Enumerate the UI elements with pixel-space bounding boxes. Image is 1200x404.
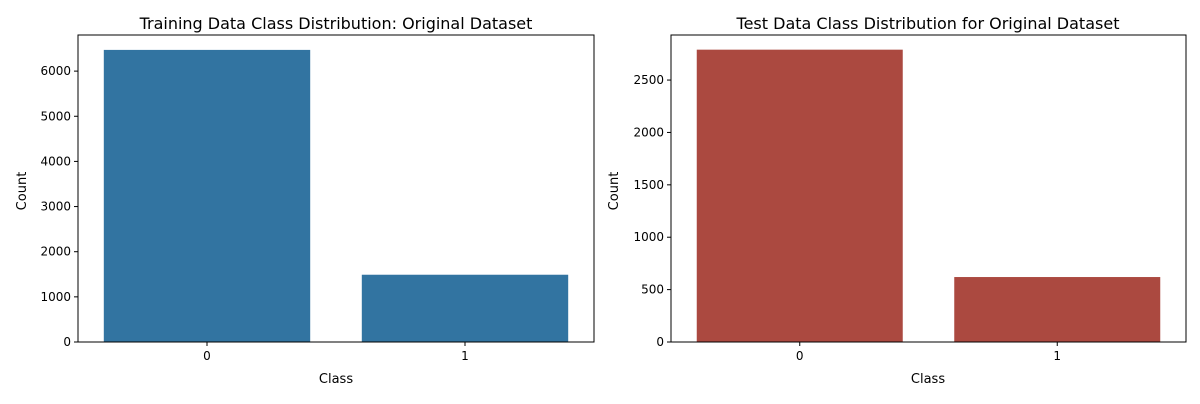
training-bars — [103, 49, 569, 342]
test-y-tick-label: 1000 — [633, 230, 664, 244]
training-chart: Training Data Class Distribution: Origin… — [15, 14, 595, 387]
test-chart: Test Data Class Distribution for Origina… — [607, 14, 1187, 387]
training-y-tick-label: 3000 — [40, 200, 71, 214]
test-y-tick-label: 0 — [656, 335, 664, 349]
test-y-tick-label: 2000 — [633, 125, 664, 139]
test-x-axis-label: Class — [911, 372, 945, 387]
test-plot-frame — [670, 34, 1187, 343]
training-y-axis-label: Count — [15, 172, 30, 211]
test-y-tick-label: 2500 — [633, 73, 664, 87]
test-y-tick-label: 500 — [641, 283, 664, 297]
test-y-tick-label: 1500 — [633, 178, 664, 192]
training-bar-class-1 — [361, 274, 569, 342]
training-bar-class-0 — [103, 49, 311, 342]
test-y-axis-label: Count — [607, 172, 622, 211]
training-x-axis-label: Class — [319, 372, 353, 387]
test-x-tick-label: 1 — [1053, 349, 1061, 363]
training-plot-frame — [77, 34, 595, 343]
training-y-tick-label: 0 — [63, 335, 71, 349]
training-y-tick-label: 1000 — [40, 290, 71, 304]
test-bar-class-1 — [954, 277, 1161, 342]
test-x-tick-label: 0 — [796, 349, 804, 363]
training-x-tick-label: 1 — [461, 349, 469, 363]
training-y-tick-label: 2000 — [40, 245, 71, 259]
test-y-ticks: 0 500 1000 1500 2000 2500 — [633, 73, 671, 349]
training-y-ticks: 0 1000 2000 3000 4000 5000 6000 — [40, 64, 78, 349]
training-y-tick-label: 4000 — [40, 154, 71, 168]
training-y-tick-label: 5000 — [40, 109, 71, 123]
test-chart-title: Test Data Class Distribution for Origina… — [736, 14, 1120, 33]
test-bar-class-0 — [696, 49, 903, 342]
test-bars — [696, 49, 1161, 342]
training-chart-title: Training Data Class Distribution: Origin… — [139, 14, 533, 33]
training-x-tick-label: 0 — [203, 349, 211, 363]
training-y-tick-label: 6000 — [40, 64, 71, 78]
